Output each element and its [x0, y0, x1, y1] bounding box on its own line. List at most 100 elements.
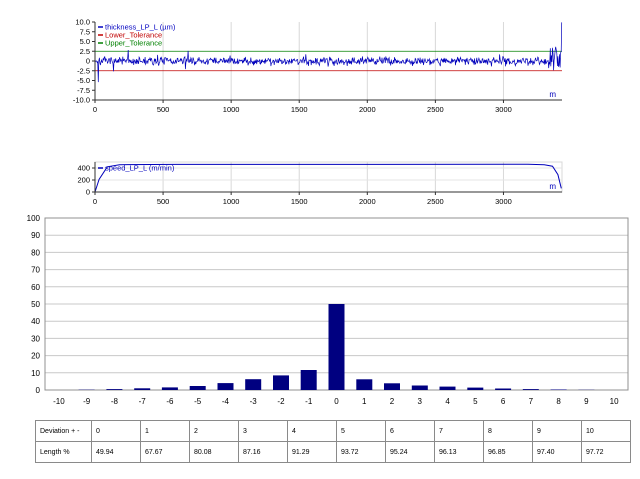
histogram-bar — [550, 389, 567, 390]
deviation-table: Deviation + -0 1 2 3 4 5 6 7 8 9 10 Length % 49.94 67… — [35, 420, 631, 463]
y-tick-label: 2.5 — [80, 47, 90, 56]
table-cell: 6 — [385, 420, 435, 442]
table-cell: 2 — [189, 420, 239, 442]
table-cell: 0 — [91, 420, 141, 442]
legend-label: thickness_LP_L (µm) — [105, 23, 176, 32]
x-tick-label: 8 — [556, 397, 561, 406]
x-tick-label: 1500 — [291, 105, 308, 114]
x-tick-label: 2000 — [359, 105, 376, 114]
x-tick-label: -9 — [83, 397, 91, 406]
histogram-bar — [522, 389, 539, 390]
y-tick-label: -7.5 — [77, 86, 90, 95]
histogram-bar — [356, 379, 373, 390]
y-tick-label: 50 — [31, 300, 40, 309]
table-cell: 49.94 — [91, 441, 141, 463]
x-tick-label: 0 — [93, 105, 97, 114]
y-tick-label: 0 — [36, 386, 41, 395]
x-tick-label: -3 — [250, 397, 258, 406]
legend-label: Upper_Tolerance — [105, 39, 162, 48]
y-tick-label: 0 — [86, 188, 90, 197]
table-cell: 96.13 — [434, 441, 484, 463]
x-unit-label: m — [549, 90, 556, 99]
y-tick-label: 70 — [31, 266, 40, 275]
histogram-bar — [300, 370, 317, 390]
histogram-bar — [467, 387, 484, 390]
x-tick-label: 1000 — [223, 105, 240, 114]
histogram-bar — [106, 389, 123, 390]
table-cell: 7 — [434, 420, 484, 442]
x-tick-label: 0 — [334, 397, 339, 406]
histogram-bar — [495, 388, 512, 390]
y-tick-label: 40 — [31, 317, 40, 326]
x-tick-label: -2 — [277, 397, 285, 406]
table-cell: 4 — [287, 420, 337, 442]
histogram-bar — [161, 387, 178, 390]
x-unit-label: m — [549, 182, 556, 191]
y-tick-label: -10.0 — [73, 96, 90, 105]
table-cell: 80.08 — [189, 441, 239, 463]
x-tick-label: 4 — [445, 397, 450, 406]
speed-series-label: speed_LP_L (m/min) — [105, 164, 175, 173]
y-tick-label: 60 — [31, 283, 40, 292]
table-cell: 96.85 — [483, 441, 533, 463]
y-tick-label: 200 — [77, 176, 90, 185]
x-tick-label: 5 — [473, 397, 478, 406]
x-tick-label: -4 — [222, 397, 230, 406]
x-tick-label: 1500 — [291, 197, 308, 206]
y-tick-label: 0 — [86, 57, 90, 66]
y-tick-label: 10 — [31, 369, 40, 378]
thickness-signal-line — [94, 22, 563, 83]
histogram-bar — [189, 386, 206, 390]
thickness-chart: 10.07.55.02.50-2.5-5.0-7.5-10.00 500 1000 1… — [73, 18, 563, 114]
x-tick-label: 3 — [418, 397, 423, 406]
y-tick-label: -2.5 — [77, 66, 90, 75]
x-tick-label: -10 — [53, 397, 65, 406]
x-tick-label: 500 — [157, 105, 170, 114]
table-cell: 9 — [532, 420, 582, 442]
y-tick-label: -5.0 — [77, 76, 90, 85]
histogram-bar — [217, 383, 234, 390]
table-cell: 3 — [238, 420, 288, 442]
x-tick-label: 1000 — [223, 197, 240, 206]
y-tick-label: 80 — [31, 248, 40, 257]
table-cell: 93.72 — [336, 441, 386, 463]
x-tick-label: 1 — [362, 397, 367, 406]
table-cell: 97.72 — [581, 441, 631, 463]
histogram-bar — [273, 375, 289, 390]
y-tick-label: 90 — [31, 231, 40, 240]
x-tick-label: -1 — [305, 397, 313, 406]
x-tick-label: 500 — [157, 197, 170, 206]
table-cell: 95.24 — [385, 441, 435, 463]
x-tick-label: 7 — [529, 397, 534, 406]
y-tick-label: 5.0 — [80, 37, 90, 46]
table-row: Length % 49.94 67.67 80.08 87.16 91.29 93.72 95… — [35, 441, 631, 463]
y-tick-label: 20 — [31, 352, 40, 361]
table-cell: 87.16 — [238, 441, 288, 463]
y-tick-label: 30 — [31, 334, 40, 343]
histogram-bar — [134, 388, 151, 390]
x-tick-label: -7 — [139, 397, 147, 406]
y-tick-label: 10.0 — [75, 18, 90, 27]
row-label: Length % — [35, 441, 92, 463]
table-row: Deviation + -0 1 2 3 4 5 6 7 8 9 10 — [35, 420, 631, 442]
table-cell: 8 — [483, 420, 533, 442]
x-tick-label: 9 — [584, 397, 589, 406]
x-tick-label: -6 — [166, 397, 174, 406]
x-tick-label: 3000 — [495, 197, 512, 206]
x-tick-label: -8 — [111, 397, 119, 406]
legend-label: Lower_Tolerance — [105, 31, 162, 40]
table-cell: 10 — [581, 420, 631, 442]
x-tick-label: 10 — [610, 397, 619, 406]
histogram-bar — [384, 383, 400, 390]
x-tick-label: -5 — [194, 397, 202, 406]
histogram-bar — [245, 379, 262, 390]
row-label: Deviation + - — [35, 420, 92, 442]
histogram-bar — [439, 386, 456, 390]
table-cell: 1 — [140, 420, 190, 442]
table-cell: 97.40 — [532, 441, 582, 463]
x-tick-label: 2500 — [427, 105, 444, 114]
x-tick-label: 6 — [501, 397, 506, 406]
